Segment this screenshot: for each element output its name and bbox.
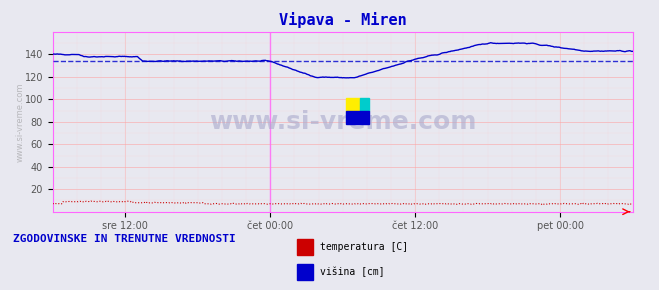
Bar xyxy=(360,98,369,111)
Text: višina [cm]: višina [cm] xyxy=(320,267,384,277)
Bar xyxy=(345,111,369,124)
Bar xyxy=(297,264,313,280)
Title: Vipava - Miren: Vipava - Miren xyxy=(279,12,407,28)
Bar xyxy=(345,98,360,111)
Bar xyxy=(297,239,313,255)
Text: www.si-vreme.com: www.si-vreme.com xyxy=(15,82,24,162)
Text: ZGODOVINSKE IN TRENUTNE VREDNOSTI: ZGODOVINSKE IN TRENUTNE VREDNOSTI xyxy=(13,234,236,244)
Text: www.si-vreme.com: www.si-vreme.com xyxy=(209,110,476,134)
Text: temperatura [C]: temperatura [C] xyxy=(320,242,408,252)
